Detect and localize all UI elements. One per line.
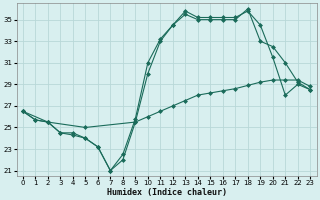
X-axis label: Humidex (Indice chaleur): Humidex (Indice chaleur) bbox=[107, 188, 227, 197]
